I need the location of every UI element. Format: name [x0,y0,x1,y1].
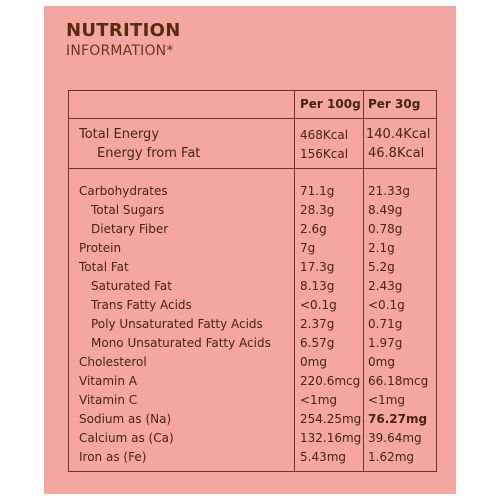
row-value-per30: 2.1g [368,241,395,255]
row-value-per30: 1.62mg [368,450,415,464]
row-value-per100: <0.1g [300,298,337,312]
row-label-calcium: Calcium as (Ca) [79,431,174,445]
row-label-iron: Iron as (Fe) [79,450,147,464]
row-value-per100: 2.37g [300,317,335,331]
page-subtitle: INFORMATION* [66,43,174,59]
row-value-per30: 0.71g [368,317,403,331]
row-label-mono-unsaturated: Mono Unsaturated Fatty Acids [91,336,271,350]
row-value-per100: 71.1g [300,184,335,198]
column-divider [294,91,295,471]
row-value-per30: 0mg [368,355,395,369]
section-divider [69,168,436,169]
row-value-per30: 1.97g [368,336,403,350]
row-value-per100: 254.25mg [300,412,362,426]
row-value-per100: 5.43mg [300,450,347,464]
row-value-per100: <1mg [300,393,337,407]
row-label-vitamin-a: Vitamin A [79,374,137,388]
column-header-per30: Per 30g [368,97,421,111]
row-value-per100: 0mg [300,355,327,369]
header-divider [69,118,436,119]
row-value-per100: 28.3g [300,203,335,217]
row-label-dietary-fiber: Dietary Fiber [91,222,169,236]
row-value-per100: 220.6mcg [300,374,361,388]
row-label-vitamin-c: Vitamin C [79,393,138,407]
row-value-per30: 76.27mg [368,412,428,426]
row-label-poly-unsaturated: Poly Unsaturated Fatty Acids [91,317,263,331]
row-value-per30: 140.4Kcal [366,127,431,142]
row-value-per30: <0.1g [368,298,405,312]
row-label-saturated-fat: Saturated Fat [91,279,172,293]
page-title: NUTRITION [66,20,181,41]
row-value-per30: 0.78g [368,222,403,236]
row-label-total-sugars: Total Sugars [91,203,165,217]
row-label-total-fat: Total Fat [79,260,129,274]
row-value-per30: <1mg [368,393,405,407]
column-header-per100: Per 100g [300,97,361,111]
row-label-protein: Protein [79,241,122,255]
row-value-per100: 2.6g [300,222,327,236]
row-value-per100: 468Kcal [300,128,349,142]
row-value-per100: 132.16mg [300,431,362,445]
row-label-total-energy: Total Energy [79,127,160,142]
row-value-per30: 66.18mcg [368,374,429,388]
row-value-per30: 21.33g [368,184,410,198]
row-value-per100: 17.3g [300,260,335,274]
row-value-per30: 2.43g [368,279,403,293]
row-label-sodium: Sodium as (Na) [79,412,172,426]
row-value-per30: 8.49g [368,203,403,217]
nutrition-panel: NUTRITION INFORMATION* Per 100g Per 30g … [44,6,456,494]
column-divider [363,91,364,471]
row-value-per30: 39.64mg [368,431,422,445]
row-label-energy-from-fat: Energy from Fat [97,146,201,161]
row-value-per100: 7g [300,241,316,255]
row-value-per100: 156Kcal [300,147,349,161]
nutrition-table: Per 100g Per 30g Total Energy 468Kcal 14… [68,90,437,472]
row-label-carbohydrates: Carbohydrates [79,184,168,198]
row-label-cholesterol: Cholesterol [79,355,147,369]
row-value-per30: 5.2g [368,260,395,274]
row-label-trans-fatty-acids: Trans Fatty Acids [91,298,192,312]
row-value-per100: 8.13g [300,279,335,293]
row-value-per100: 6.57g [300,336,335,350]
row-value-per30: 46.8Kcal [368,146,425,161]
